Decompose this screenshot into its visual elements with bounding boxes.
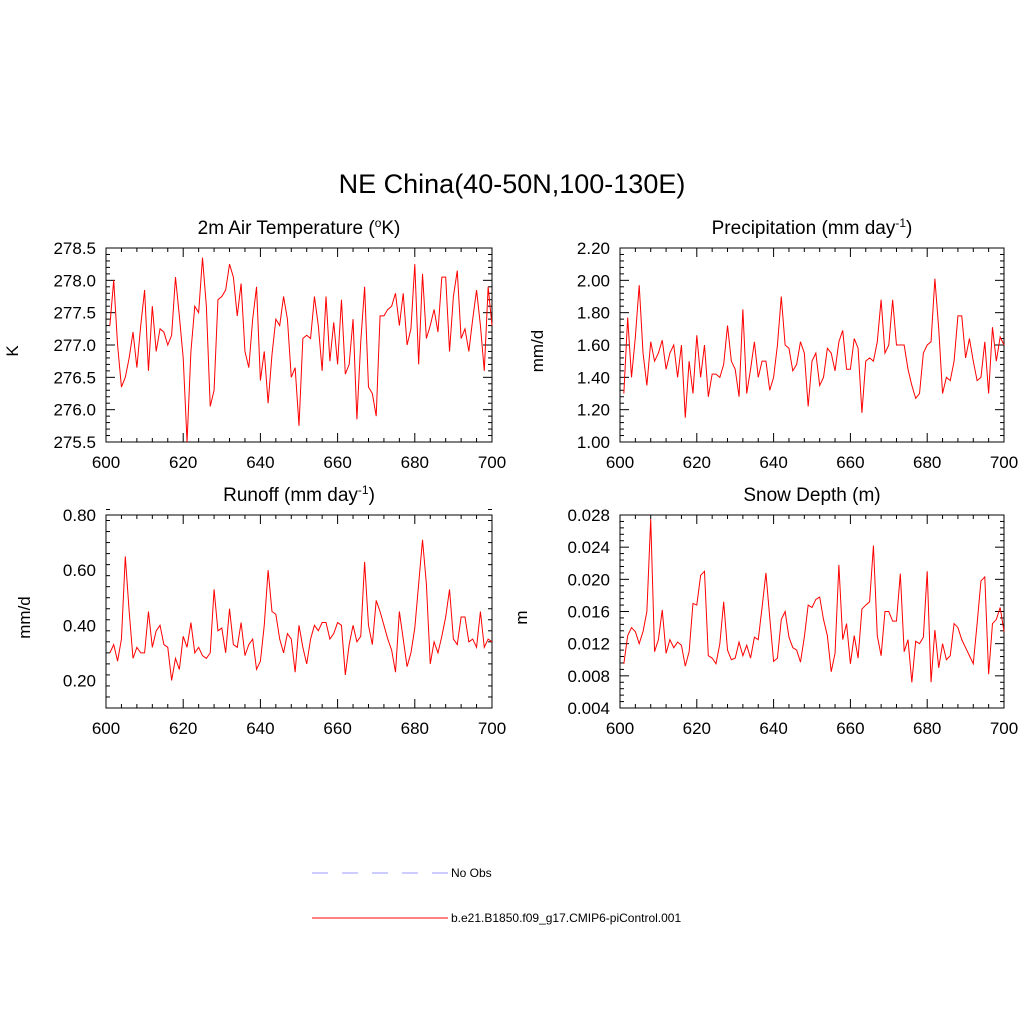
x-tick-label: 620 xyxy=(683,719,711,738)
panels: 2m Air Temperature (oK) K 600 620 640 660 680 7… xyxy=(3,216,1018,738)
x-tick-label: 680 xyxy=(913,719,941,738)
series-line-0 xyxy=(109,539,493,681)
x-axis: 600 620 640 660 680 700 xyxy=(606,248,1018,472)
y-tick-label: 1.40 xyxy=(577,368,610,387)
y-tick-label: 276.0 xyxy=(53,401,96,420)
legend: No Obs b.e21.B1850.f09_g17.CMIP6-piContro… xyxy=(312,866,681,925)
panel-title-tail: ) xyxy=(369,485,375,506)
plot-frame xyxy=(105,247,493,443)
panel-title-text: Snow Depth (m) xyxy=(743,485,880,506)
y-tick-label: 0.024 xyxy=(567,538,610,557)
y-tick-label: 275.5 xyxy=(53,433,96,452)
y-axis-label: K xyxy=(3,345,22,357)
legend-entry: No Obs xyxy=(312,866,492,880)
y-axis: 275.5 276.0 276.5 277.0 277.5 278.0 278.5 xyxy=(53,239,492,452)
panel-title: Precipitation (mm day-1) xyxy=(712,216,913,239)
panel-title-tail: K) xyxy=(381,218,400,239)
plot-frame xyxy=(619,247,1005,443)
panel-title: Snow Depth (m) xyxy=(743,485,880,506)
x-tick-label: 660 xyxy=(836,719,864,738)
x-tick-label: 680 xyxy=(401,719,429,738)
x-tick-label: 620 xyxy=(683,453,711,472)
y-tick-label: 278.0 xyxy=(53,271,96,290)
y-tick-label: 2.20 xyxy=(577,239,610,258)
x-tick-label: 640 xyxy=(759,719,787,738)
panel-precipitation: Precipitation (mm day-1) mm/d 600 620 640 660… xyxy=(528,216,1018,472)
x-tick-label: 600 xyxy=(92,719,120,738)
y-tick-label: 0.008 xyxy=(567,667,610,686)
x-tick-label: 700 xyxy=(990,719,1018,738)
y-tick-label: 0.028 xyxy=(567,506,610,525)
legend-entry: b.e21.B1850.f09_g17.CMIP6-piControl.001 xyxy=(312,911,681,925)
panel-title: 2m Air Temperature (oK) xyxy=(198,216,401,239)
y-tick-label: 278.5 xyxy=(53,239,96,258)
panel-title-sup: -1 xyxy=(358,483,369,497)
y-tick-label: 0.020 xyxy=(567,570,610,589)
y-tick-label: 276.5 xyxy=(53,368,96,387)
y-tick-label: 1.00 xyxy=(577,433,610,452)
y-tick-label: 0.20 xyxy=(63,671,96,690)
x-tick-label: 600 xyxy=(92,453,120,472)
x-tick-label: 700 xyxy=(478,453,506,472)
x-axis: 600 620 640 660 680 700 xyxy=(92,515,506,738)
series-line-0 xyxy=(623,278,1005,418)
x-tick-label: 680 xyxy=(913,453,941,472)
y-axis-label: mm/d xyxy=(15,596,34,639)
y-tick-label: 0.016 xyxy=(567,603,610,622)
legend-label: b.e21.B1850.f09_g17.CMIP6-piControl.001 xyxy=(451,911,681,925)
panel-title: Runoff (mm day-1) xyxy=(223,483,375,506)
y-tick-label: 2.00 xyxy=(577,271,610,290)
x-tick-label: 640 xyxy=(246,719,274,738)
y-tick-label: 0.012 xyxy=(567,635,610,654)
panel-title-text: Precipitation (mm day xyxy=(712,218,896,239)
y-tick-label: 0.40 xyxy=(63,616,96,635)
x-tick-label: 660 xyxy=(323,719,351,738)
panel-runoff: Runoff (mm day-1) mm/d 600 620 640 660 680 700 0… xyxy=(15,483,506,738)
y-tick-label: 277.0 xyxy=(53,336,96,355)
y-axis-label: m xyxy=(512,610,531,624)
panel-title-sup: o xyxy=(375,216,382,230)
y-tick-label: 0.004 xyxy=(567,699,610,718)
y-axis: 1.00 1.20 1.40 1.60 1.80 2.00 2.20 xyxy=(577,239,1004,452)
x-tick-label: 640 xyxy=(246,453,274,472)
panel-title-tail: ) xyxy=(906,218,912,239)
panel-temperature: 2m Air Temperature (oK) K 600 620 640 660 680 7… xyxy=(3,216,506,472)
x-tick-label: 660 xyxy=(323,453,351,472)
y-tick-label: 1.80 xyxy=(577,304,610,323)
plot-frame xyxy=(105,514,493,709)
x-tick-label: 600 xyxy=(606,719,634,738)
series-line-0 xyxy=(109,257,493,443)
y-tick-label: 0.80 xyxy=(63,506,96,525)
x-tick-label: 660 xyxy=(836,453,864,472)
y-axis: 0.20 0.40 0.60 0.80 xyxy=(63,506,492,709)
panel-title-text: Runoff (mm day xyxy=(223,485,358,506)
figure-title: NE China(40-50N,100-130E) xyxy=(339,169,686,199)
legend-label: No Obs xyxy=(451,866,492,880)
x-tick-label: 640 xyxy=(759,453,787,472)
panel-title-sup: -1 xyxy=(895,216,906,230)
y-axis-label: mm/d xyxy=(528,330,547,373)
x-tick-label: 700 xyxy=(478,719,506,738)
series-line-0 xyxy=(623,518,1005,683)
x-tick-label: 620 xyxy=(169,453,197,472)
y-axis: 0.004 0.008 0.012 0.016 0.020 0.024 0.028 xyxy=(567,506,1004,718)
x-tick-label: 620 xyxy=(169,719,197,738)
y-tick-label: 1.60 xyxy=(577,336,610,355)
y-tick-label: 277.5 xyxy=(53,304,96,323)
y-tick-label: 1.20 xyxy=(577,401,610,420)
panel-title-text: 2m Air Temperature ( xyxy=(198,218,376,239)
x-tick-label: 680 xyxy=(401,453,429,472)
plot-frame xyxy=(619,514,1005,709)
y-tick-label: 0.60 xyxy=(63,561,96,580)
x-axis: 600 620 640 660 680 700 xyxy=(606,515,1018,738)
x-tick-label: 600 xyxy=(606,453,634,472)
x-tick-label: 700 xyxy=(990,453,1018,472)
x-axis: 600 620 640 660 680 700 xyxy=(92,248,506,472)
